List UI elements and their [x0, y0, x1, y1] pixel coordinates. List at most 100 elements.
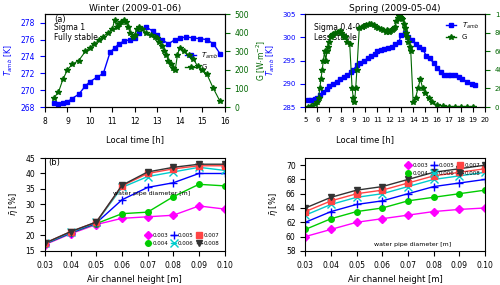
T_amb	[438, 70, 444, 74]
G	[64, 68, 70, 72]
T_amb	[378, 49, 384, 52]
T_amb	[452, 74, 458, 77]
0.005	[144, 186, 150, 189]
0.004	[196, 183, 202, 186]
Y-axis label: G [W$\cdot$m$^{-2}$]: G [W$\cdot$m$^{-2}$]	[254, 40, 268, 81]
0.003	[482, 206, 488, 210]
0.008	[170, 166, 176, 169]
G	[114, 26, 120, 29]
Y-axis label: $\bar{\eta}$ [%]: $\bar{\eta}$ [%]	[7, 193, 20, 216]
Text: Sigma 1
Fully stable: Sigma 1 Fully stable	[54, 23, 98, 42]
0.005	[222, 172, 228, 175]
G	[358, 26, 364, 29]
0.005	[94, 221, 100, 225]
G	[356, 27, 362, 30]
0.008	[196, 162, 202, 166]
0.004	[354, 210, 360, 213]
G	[143, 31, 149, 34]
G	[386, 30, 392, 34]
G	[132, 33, 138, 36]
0.004	[94, 222, 100, 225]
Line: 0.003: 0.003	[42, 203, 228, 247]
Y-axis label: $T_{amb}$ [K]: $T_{amb}$ [K]	[2, 45, 15, 76]
T_amb	[364, 57, 370, 60]
T_amb	[210, 42, 216, 46]
G	[161, 50, 167, 53]
T_amb	[472, 83, 478, 86]
0.004	[170, 195, 176, 198]
T_amb	[116, 42, 122, 46]
X-axis label: Air channel height [m]: Air channel height [m]	[348, 275, 442, 284]
T_amb	[398, 33, 404, 37]
0.007	[170, 167, 176, 170]
T_amb	[56, 102, 62, 105]
G	[176, 46, 182, 49]
G	[194, 64, 200, 68]
T_amb	[361, 59, 367, 62]
Text: (b): (b)	[48, 158, 60, 168]
0.007	[430, 174, 436, 178]
0.003	[405, 213, 411, 217]
X-axis label: Air channel height [m]: Air channel height [m]	[88, 275, 182, 284]
T_amb	[143, 25, 149, 28]
G	[136, 26, 142, 29]
0.008	[119, 184, 125, 187]
0.007	[405, 181, 411, 185]
G	[340, 33, 345, 36]
T_amb	[69, 97, 75, 100]
0.005	[68, 231, 73, 235]
Line: 0.004: 0.004	[302, 187, 488, 232]
G	[138, 27, 144, 31]
T_amb	[445, 73, 451, 76]
0.003	[196, 204, 202, 208]
G	[199, 68, 205, 72]
G	[76, 59, 82, 62]
0.007	[144, 172, 150, 175]
G	[168, 63, 173, 66]
0.007	[456, 171, 462, 174]
0.008	[430, 171, 436, 174]
G	[128, 31, 134, 34]
Text: water pipe diameter [m]: water pipe diameter [m]	[113, 191, 190, 196]
0.007	[119, 184, 125, 188]
T_amb	[412, 43, 418, 46]
Legend: 0.003, 0.004, 0.005, 0.006, 0.007, 0.008: 0.003, 0.004, 0.005, 0.006, 0.007, 0.008	[404, 161, 482, 178]
0.003	[68, 232, 73, 235]
G	[172, 68, 178, 72]
T_amb	[87, 80, 93, 84]
T_amb	[448, 73, 454, 76]
Title: Spring (2009-05-04): Spring (2009-05-04)	[350, 5, 441, 13]
0.006	[302, 213, 308, 217]
T_amb	[150, 29, 156, 33]
Line: G: G	[305, 13, 476, 110]
T_amb	[368, 54, 374, 58]
T_amb	[402, 31, 408, 34]
0.006	[354, 196, 360, 199]
T_amb	[382, 47, 388, 51]
T_amb	[184, 35, 190, 39]
T_amb	[204, 38, 210, 41]
T_amb	[317, 94, 323, 97]
T_amb	[324, 88, 330, 91]
G	[96, 38, 102, 42]
0.008	[144, 170, 150, 174]
0.005	[354, 203, 360, 206]
0.007	[42, 241, 48, 245]
0.006	[196, 166, 202, 169]
Line: 0.008: 0.008	[42, 161, 228, 246]
0.005	[302, 221, 308, 224]
T_amb	[460, 78, 466, 81]
Line: 0.006: 0.006	[301, 168, 489, 219]
Line: 0.004: 0.004	[42, 182, 228, 247]
G	[402, 27, 408, 30]
0.004	[68, 231, 73, 235]
0.003	[430, 210, 436, 213]
0.006	[482, 171, 488, 174]
0.004	[302, 228, 308, 231]
0.008	[222, 162, 228, 166]
Line: 0.005: 0.005	[41, 169, 229, 248]
G	[337, 29, 343, 33]
T_amb	[120, 40, 126, 43]
T_amb	[136, 31, 142, 34]
T_amb	[112, 46, 117, 50]
